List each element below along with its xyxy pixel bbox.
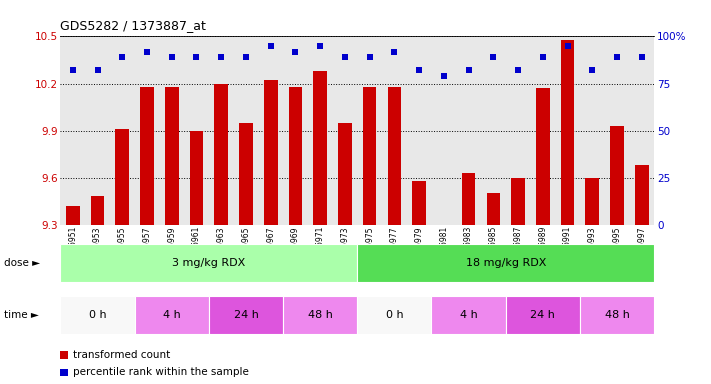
Text: 0 h: 0 h [385, 310, 403, 320]
Bar [289, 87, 302, 225]
Bar [461, 173, 476, 225]
Bar [140, 87, 154, 225]
Point [562, 43, 573, 49]
Text: transformed count: transformed count [73, 350, 171, 360]
Point [413, 67, 424, 73]
Bar [239, 123, 253, 225]
Bar [536, 88, 550, 225]
Point [191, 54, 202, 60]
Bar [506, 296, 580, 334]
Point [166, 54, 178, 60]
Bar [357, 244, 654, 282]
Point [611, 54, 623, 60]
Text: percentile rank within the sample: percentile rank within the sample [73, 367, 249, 377]
Point [67, 67, 78, 73]
Bar [585, 177, 599, 225]
Point [537, 54, 548, 60]
Bar [215, 84, 228, 225]
Text: 48 h: 48 h [308, 310, 333, 320]
Text: 4 h: 4 h [460, 310, 478, 320]
Text: time ►: time ► [4, 310, 38, 320]
Bar [357, 296, 432, 334]
Point [141, 48, 153, 55]
Text: 4 h: 4 h [163, 310, 181, 320]
Bar [635, 165, 648, 225]
Bar [115, 129, 129, 225]
Bar [338, 123, 352, 225]
Point [314, 43, 326, 49]
Point [215, 54, 227, 60]
Bar [165, 87, 178, 225]
Point [364, 54, 375, 60]
Bar [511, 177, 525, 225]
Bar [66, 206, 80, 225]
Bar [363, 87, 376, 225]
Text: 24 h: 24 h [530, 310, 555, 320]
Bar [60, 296, 134, 334]
Point [92, 67, 103, 73]
Point [513, 67, 524, 73]
Bar [134, 296, 209, 334]
Bar [432, 296, 506, 334]
Point [488, 54, 499, 60]
Bar [580, 296, 654, 334]
Bar [561, 40, 574, 225]
Point [117, 54, 128, 60]
Text: 0 h: 0 h [89, 310, 107, 320]
Point [339, 54, 351, 60]
Bar [190, 131, 203, 225]
Text: dose ►: dose ► [4, 258, 40, 268]
Text: 18 mg/kg RDX: 18 mg/kg RDX [466, 258, 546, 268]
Text: 3 mg/kg RDX: 3 mg/kg RDX [172, 258, 245, 268]
Point [636, 54, 648, 60]
Text: 24 h: 24 h [233, 310, 258, 320]
Point [438, 73, 449, 79]
Bar [387, 87, 401, 225]
Bar [486, 193, 500, 225]
Bar [264, 80, 277, 225]
Text: 48 h: 48 h [604, 310, 629, 320]
Bar [314, 71, 327, 225]
Point [240, 54, 252, 60]
Bar [610, 126, 624, 225]
Point [587, 67, 598, 73]
Point [463, 67, 474, 73]
Point [389, 48, 400, 55]
Text: GDS5282 / 1373887_at: GDS5282 / 1373887_at [60, 19, 206, 32]
Bar [60, 244, 357, 282]
Bar [283, 296, 357, 334]
Bar [91, 196, 105, 225]
Point [290, 48, 301, 55]
Bar [412, 181, 426, 225]
Bar [209, 296, 283, 334]
Point [265, 43, 277, 49]
